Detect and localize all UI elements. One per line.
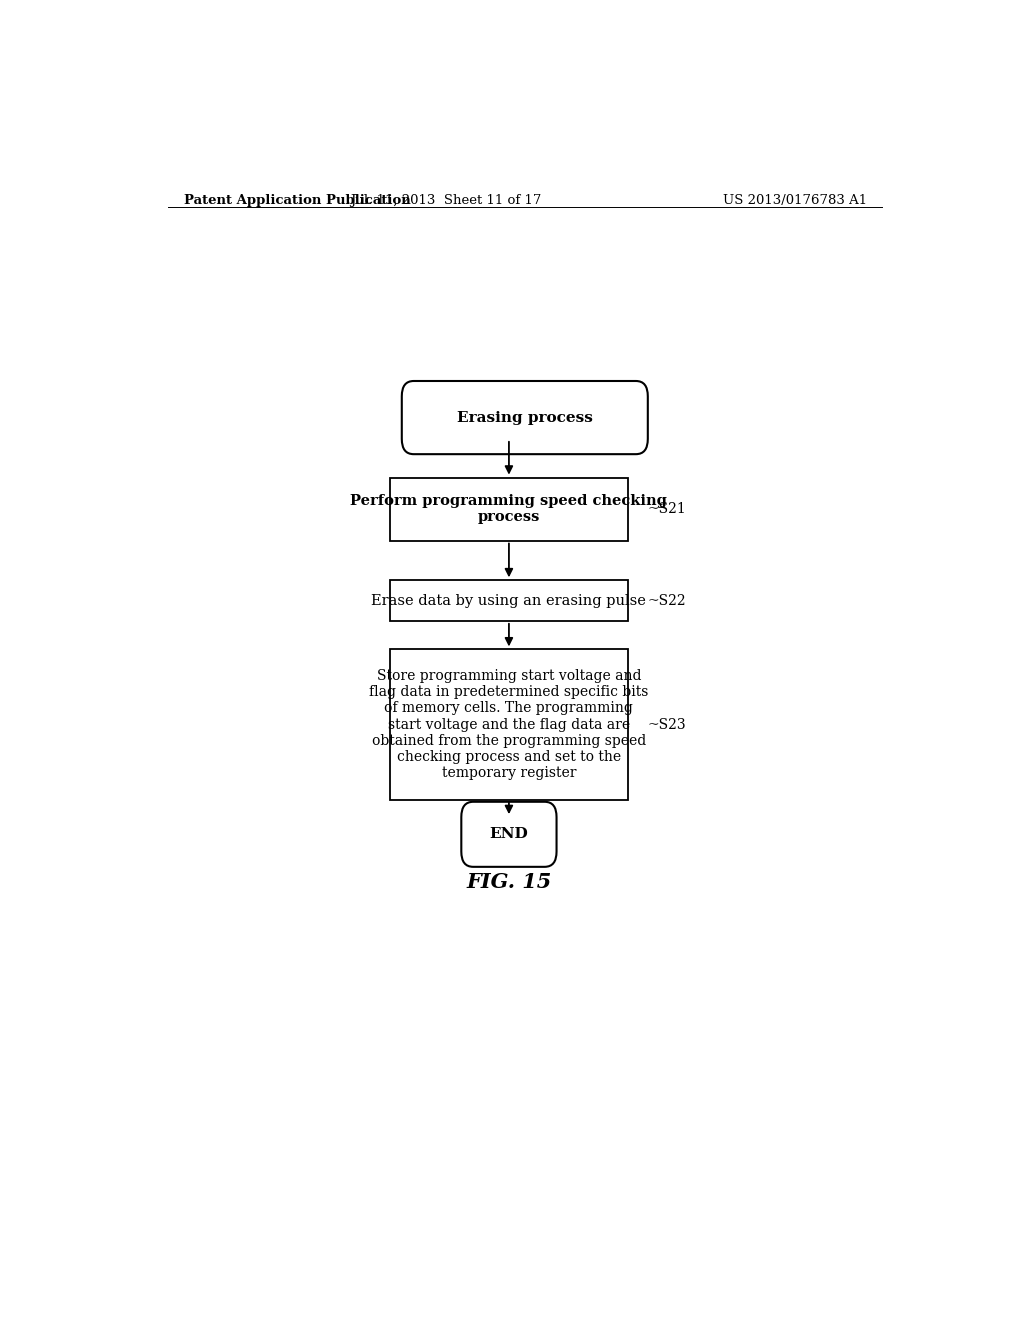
Text: Perform programming speed checking
process: Perform programming speed checking proce… (350, 494, 668, 524)
FancyBboxPatch shape (390, 581, 628, 620)
Text: END: END (489, 828, 528, 841)
FancyBboxPatch shape (390, 478, 628, 541)
Text: FIG. 15: FIG. 15 (466, 873, 552, 892)
Text: Store programming start voltage and
flag data in predetermined specific bits
of : Store programming start voltage and flag… (370, 669, 648, 780)
FancyBboxPatch shape (461, 801, 557, 867)
Text: Patent Application Publication: Patent Application Publication (183, 194, 411, 206)
Text: Erase data by using an erasing pulse: Erase data by using an erasing pulse (372, 594, 646, 607)
FancyBboxPatch shape (401, 381, 648, 454)
Text: Jul. 11, 2013  Sheet 11 of 17: Jul. 11, 2013 Sheet 11 of 17 (350, 194, 541, 206)
Text: ~S22: ~S22 (648, 594, 686, 607)
Text: US 2013/0176783 A1: US 2013/0176783 A1 (723, 194, 866, 206)
Text: ~S23: ~S23 (648, 718, 686, 731)
Text: ~S21: ~S21 (648, 502, 686, 516)
Text: Erasing process: Erasing process (457, 411, 593, 425)
FancyBboxPatch shape (390, 649, 628, 800)
